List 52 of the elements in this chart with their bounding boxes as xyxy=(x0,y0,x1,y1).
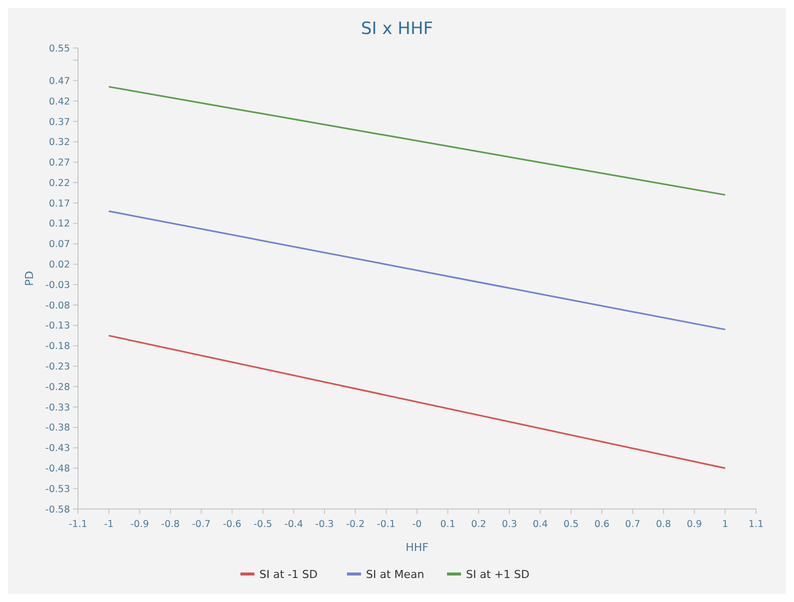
x-tick-label: -0.7 xyxy=(192,519,211,530)
y-tick-label: -0.03 xyxy=(45,280,70,291)
x-tick-label: 0.5 xyxy=(564,519,579,530)
x-tick-label: 0.2 xyxy=(471,519,486,530)
chart-title: SI x HHF xyxy=(360,19,434,39)
x-tick-label: -0.9 xyxy=(130,519,149,530)
x-tick-label: -0.4 xyxy=(284,519,303,530)
y-tick-label: -0.58 xyxy=(45,504,70,516)
y-tick-label: 0.47 xyxy=(48,76,70,87)
y-tick-label: 0.12 xyxy=(48,218,70,230)
y-tick-label: 0.42 xyxy=(48,96,70,108)
x-tick-label: 0.1 xyxy=(440,519,456,530)
y-tick-label: -0.18 xyxy=(45,341,70,352)
x-tick-label: 0.9 xyxy=(686,519,702,530)
x-tick-label: 1.1 xyxy=(748,519,764,530)
x-tick-label: -0 xyxy=(412,519,422,530)
y-tick-label: -0.53 xyxy=(45,484,70,495)
x-tick-label: 0.8 xyxy=(656,519,672,530)
x-tick-label: -0.3 xyxy=(315,519,334,530)
y-tick-label: -0.28 xyxy=(45,382,70,393)
x-tick-label: -0.6 xyxy=(222,519,242,530)
x-tick-label: 0.3 xyxy=(502,519,518,530)
y-tick-label: -0.48 xyxy=(45,464,70,475)
x-tick-label: -0.1 xyxy=(376,519,396,530)
y-tick-label: 0.07 xyxy=(48,239,70,250)
y-tick-label: 0.27 xyxy=(48,158,70,169)
y-tick-label: -0.43 xyxy=(45,443,70,454)
legend-label: SI at -1 SD xyxy=(259,568,318,581)
y-tick-label: -0.08 xyxy=(45,300,70,312)
x-tick-label: 0.7 xyxy=(625,519,640,530)
y-tick-label: 0.22 xyxy=(48,178,70,189)
x-tick-label: -0.8 xyxy=(161,519,180,530)
x-tick-label: -1.1 xyxy=(68,519,88,530)
legend-label: SI at +1 SD xyxy=(466,568,530,581)
y-tick-label: -0.23 xyxy=(45,362,70,373)
x-tick-label: -1 xyxy=(104,519,114,530)
x-tick-label: -0.2 xyxy=(346,519,365,530)
y-tick-label: -0.13 xyxy=(45,320,70,332)
legend-label: SI at Mean xyxy=(366,568,424,581)
y-tick-label: 0.55 xyxy=(48,43,70,54)
y-tick-label: -0.38 xyxy=(45,422,70,434)
y-tick-label: 0.37 xyxy=(48,116,70,128)
x-tick-label: 0.6 xyxy=(594,519,610,530)
y-tick-label: 0.02 xyxy=(48,260,70,271)
x-tick-label: 1 xyxy=(722,519,728,530)
x-axis-title: HHF xyxy=(406,541,428,554)
y-tick-label: -0.33 xyxy=(45,402,70,414)
x-tick-label: -0.5 xyxy=(254,519,272,530)
x-tick-label: 0.4 xyxy=(532,519,548,530)
y-axis-title: PD xyxy=(23,270,36,286)
y-tick-label: 0.32 xyxy=(48,137,70,148)
y-tick-label: 0.17 xyxy=(48,198,70,210)
